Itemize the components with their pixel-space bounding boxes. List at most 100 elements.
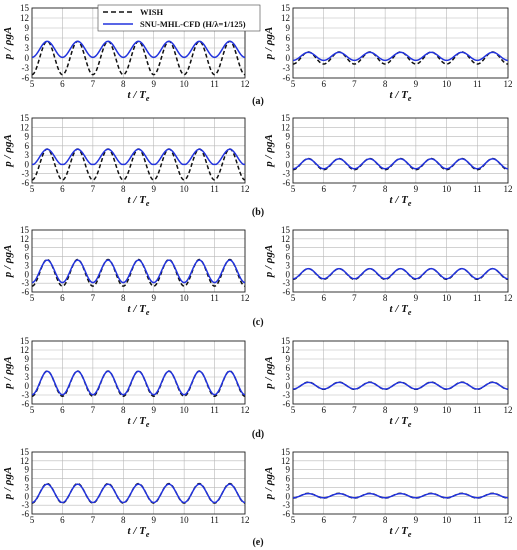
y-tick-label: 12 (20, 345, 29, 355)
y-tick-label: -6 (283, 509, 291, 519)
y-tick-label: -6 (22, 399, 30, 409)
x-tick-label: 9 (151, 293, 156, 303)
x-tick-label: 10 (180, 293, 190, 303)
y-tick-label: -3 (22, 169, 30, 179)
x-axis-label-t: t (128, 525, 132, 537)
x-axis-label-sub: e (146, 199, 150, 208)
y-tick-label: 12 (20, 122, 29, 132)
x-axis-label-sub: e (408, 530, 412, 539)
y-tick-label: -3 (283, 63, 291, 73)
y-tick-label: -6 (22, 73, 30, 83)
x-tick-label: 5 (291, 405, 296, 415)
y-tick-label: 15 (20, 447, 30, 457)
x-tick-label: 10 (442, 184, 452, 194)
y-tick-label: -6 (22, 178, 30, 188)
y-tick-label: 9 (286, 465, 291, 475)
x-tick-label: 7 (91, 515, 96, 525)
y-tick-label: 15 (20, 336, 30, 346)
x-tick-label: 9 (414, 293, 419, 303)
y-tick-label: 6 (25, 141, 30, 151)
y-tick-label: 15 (20, 113, 30, 123)
row-label: (e) (252, 537, 263, 548)
plot-frame (31, 229, 246, 293)
x-axis-label: t / Te (128, 194, 150, 208)
series-line-wish (31, 370, 246, 397)
x-axis-label-slash: / (393, 303, 402, 315)
x-tick-label: 6 (60, 79, 65, 89)
y-tick-label: 0 (25, 159, 30, 169)
x-tick-label: 8 (121, 293, 126, 303)
y-tick-label: 9 (25, 465, 30, 475)
x-axis-label-slash: / (131, 303, 140, 315)
y-tick-label: 3 (286, 260, 291, 270)
x-tick-label: 5 (291, 184, 296, 194)
y-tick-label: -3 (283, 390, 291, 400)
x-tick-label: 10 (180, 405, 190, 415)
x-axis-label-sub: e (408, 94, 412, 103)
x-axis-label-T: T (139, 194, 147, 206)
row-label: (a) (252, 96, 264, 107)
y-tick-label: 0 (286, 159, 291, 169)
x-tick-label: 10 (442, 79, 452, 89)
x-tick-label: 8 (121, 184, 126, 194)
y-tick-label: 3 (286, 482, 291, 492)
x-tick-label: 9 (151, 184, 156, 194)
plot-frame (31, 451, 246, 515)
x-tick-label: 12 (241, 515, 250, 525)
y-tick-label: 6 (25, 252, 30, 262)
x-tick-label: 11 (473, 184, 482, 194)
x-tick-label: 10 (442, 293, 452, 303)
x-tick-label: 11 (473, 515, 482, 525)
x-tick-label: 6 (60, 405, 65, 415)
plot-frame (31, 340, 246, 405)
y-tick-label: 0 (25, 269, 30, 279)
x-tick-label: 9 (151, 515, 156, 525)
x-tick-label: 5 (30, 405, 35, 415)
y-tick-label: 15 (281, 336, 291, 346)
y-tick-label: 9 (286, 243, 291, 253)
x-axis-label-T: T (401, 194, 409, 206)
plot-frame (292, 7, 509, 79)
x-axis-label-slash: / (393, 415, 402, 427)
y-tick-label: 0 (286, 381, 291, 391)
y-tick-label: 12 (281, 456, 290, 466)
x-axis-label: t / Te (128, 415, 150, 429)
row-label: (b) (252, 207, 264, 218)
y-tick-label: 15 (281, 447, 291, 457)
x-tick-label: 7 (91, 79, 96, 89)
x-tick-label: 7 (352, 79, 357, 89)
plot-frame (292, 229, 509, 293)
y-tick-label: 3 (25, 482, 30, 492)
y-tick-label: 15 (20, 3, 30, 13)
y-tick-label: 6 (25, 363, 30, 373)
y-axis-label: p / ρgA (263, 467, 275, 501)
x-tick-label: 11 (210, 79, 219, 89)
x-axis-label-T: T (139, 303, 147, 315)
y-axis-label: p / ρgA (263, 356, 275, 390)
x-tick-label: 8 (121, 405, 126, 415)
x-tick-label: 5 (30, 79, 35, 89)
x-tick-label: 12 (241, 184, 250, 194)
legend-box (97, 4, 261, 32)
y-tick-label: 0 (25, 381, 30, 391)
x-tick-label: 8 (383, 515, 388, 525)
x-axis-label: t / Te (390, 89, 412, 103)
x-tick-label: 12 (504, 79, 513, 89)
series-line-cfd (292, 267, 509, 280)
x-tick-label: 6 (60, 515, 65, 525)
y-tick-label: 12 (281, 122, 290, 132)
y-tick-label: 12 (20, 456, 29, 466)
plot-frame (292, 340, 509, 405)
y-tick-label: 9 (25, 243, 30, 253)
y-tick-label: 9 (286, 23, 291, 33)
x-axis-label-t: t (390, 525, 394, 537)
series-line-wish (292, 51, 509, 65)
x-tick-label: 10 (442, 405, 452, 415)
x-tick-label: 8 (383, 184, 388, 194)
x-axis-label-sub: e (408, 308, 412, 317)
y-tick-label: -6 (283, 178, 291, 188)
